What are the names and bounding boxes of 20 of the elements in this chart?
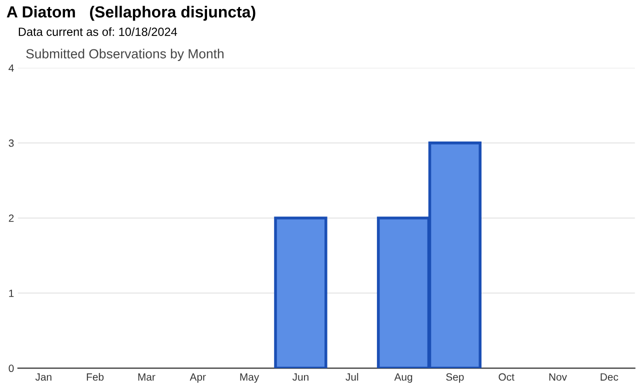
y-tick-label: 0 xyxy=(8,364,14,372)
x-tick-label: Jun xyxy=(292,373,308,381)
chart-title: A Diatom (Sellaphora disjuncta) xyxy=(6,6,256,21)
x-tick-label: Apr xyxy=(190,373,206,383)
x-tick-label: Dec xyxy=(600,373,618,381)
x-tick-label: Mar xyxy=(138,373,156,381)
x-tick-label: Oct xyxy=(498,373,514,381)
y-tick-label: 4 xyxy=(8,64,14,72)
x-tick-label: Aug xyxy=(394,373,412,383)
x-tick-label: Sep xyxy=(446,373,464,383)
y-tick-label: 2 xyxy=(8,214,14,222)
chart-subtitle: Data current as of: 10/18/2024 xyxy=(18,27,178,36)
y-tick-label: 1 xyxy=(9,290,14,297)
x-tick-label: May xyxy=(240,373,260,383)
x-tick-label: Jan xyxy=(35,373,52,381)
y-tick-label: 3 xyxy=(8,139,14,147)
x-tick-label: Nov xyxy=(549,373,567,381)
text: Submitted Observations by Month xyxy=(26,48,224,62)
x-tick-label: Feb xyxy=(86,373,104,381)
x-tick-label: Jul xyxy=(346,373,358,381)
